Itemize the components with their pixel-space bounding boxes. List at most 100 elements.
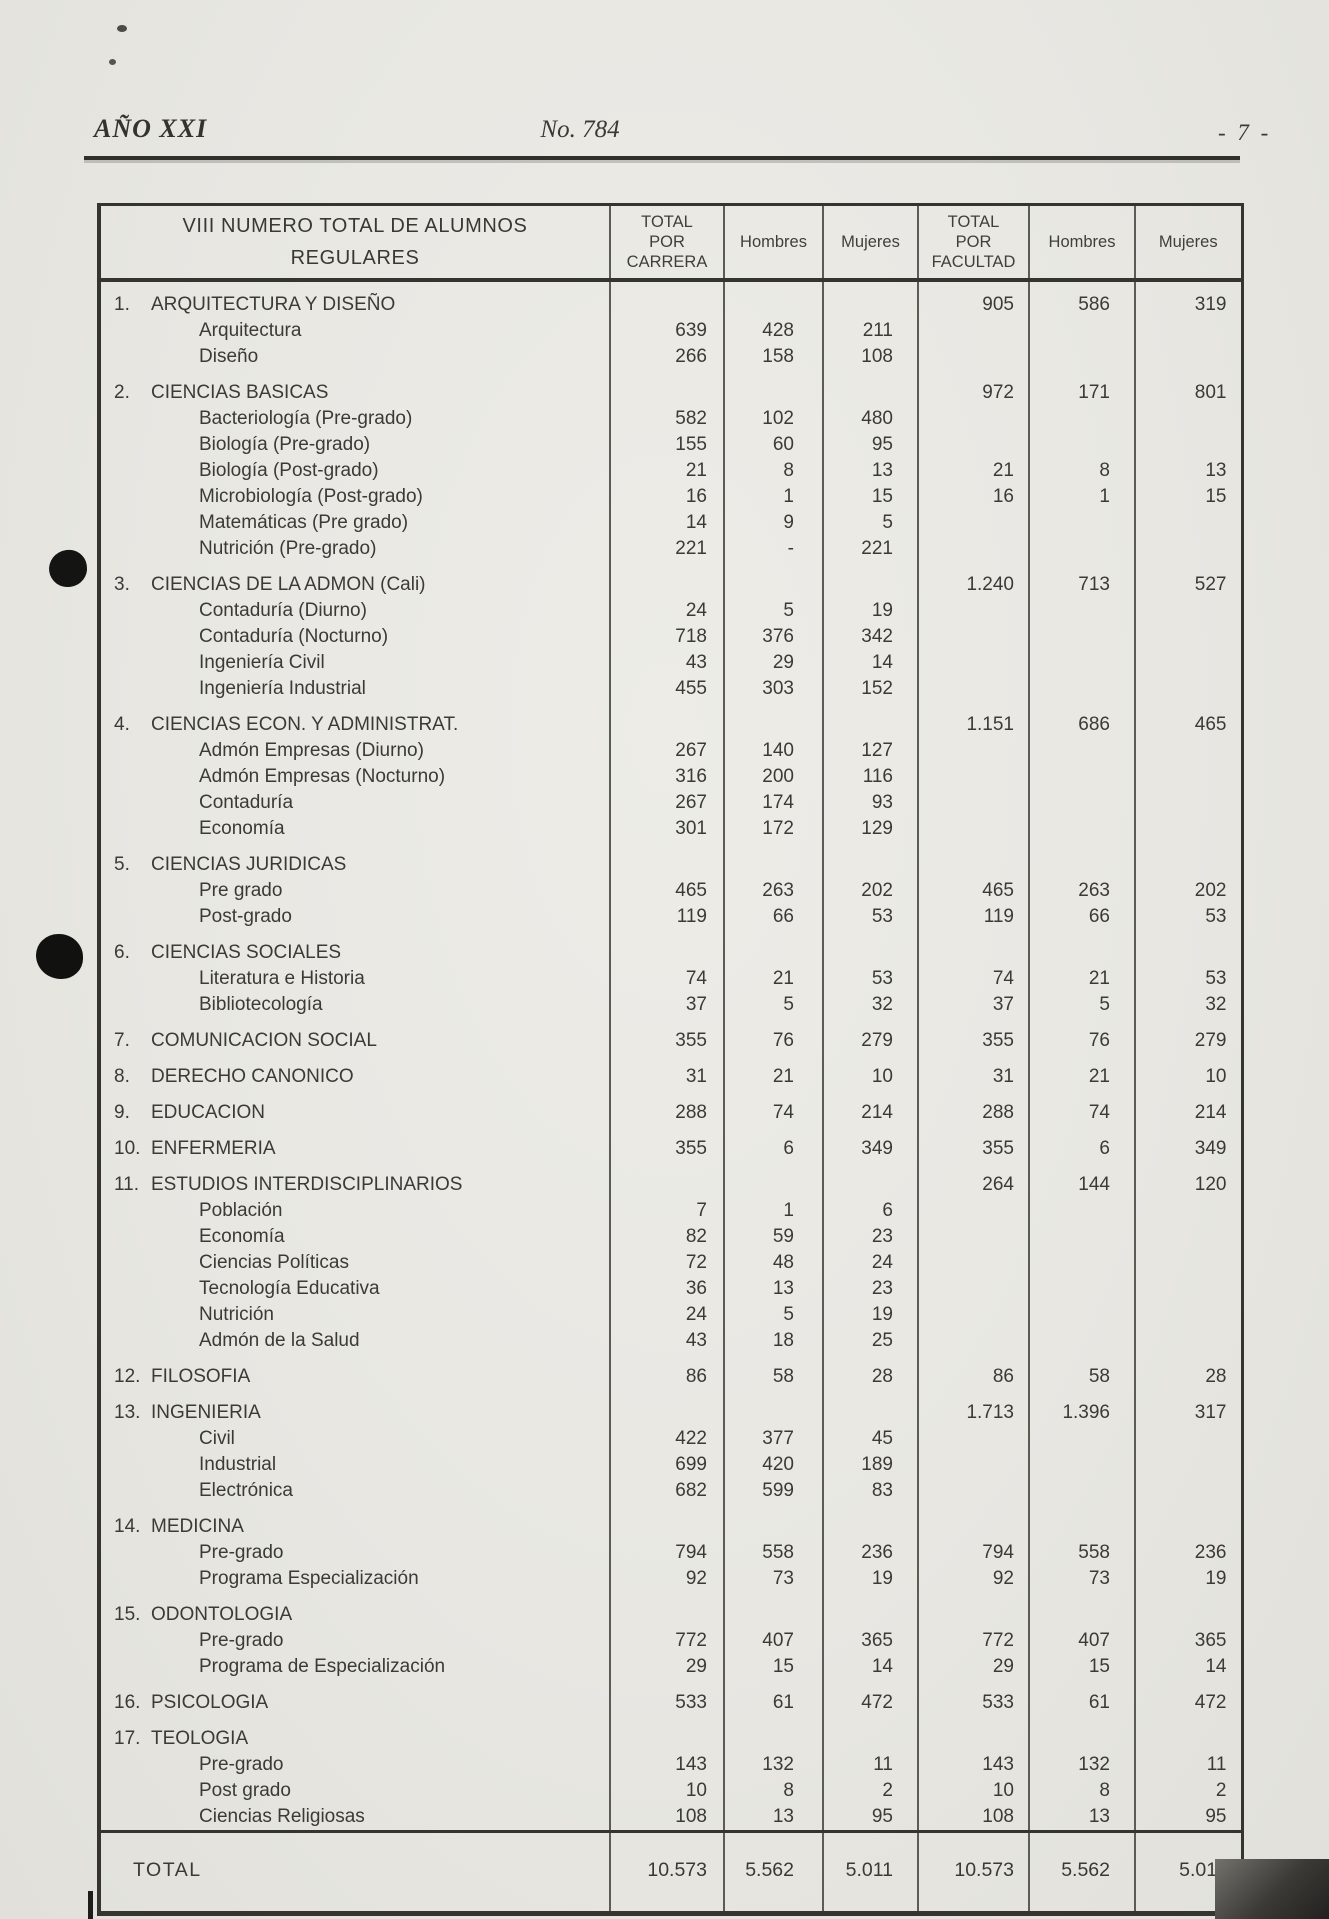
cell — [1029, 510, 1136, 536]
cell: 21 — [1029, 1054, 1136, 1090]
cell — [610, 1390, 725, 1426]
cell — [918, 816, 1030, 842]
cell: 214 — [1194, 1102, 1227, 1123]
section-title: 14. MEDICINA — [99, 1504, 611, 1540]
cell: 43 — [610, 650, 725, 676]
scan-speck — [117, 25, 127, 32]
section-title: 3. CIENCIAS DE LA ADMON (Cali) — [99, 562, 611, 598]
table-row: Electrónica 682 599 83 — [99, 1478, 1242, 1504]
cell — [1029, 598, 1136, 624]
cell — [724, 1592, 824, 1628]
cell — [724, 1716, 824, 1752]
cell: 144 — [1029, 1162, 1136, 1198]
cell — [1135, 1224, 1242, 1250]
table-row: Programa de Especialización 29 15 14 29 15 14 — [99, 1654, 1242, 1680]
cell — [610, 1716, 725, 1752]
table-row: Post grado 10 8 2 10 8 2 — [99, 1778, 1242, 1804]
cell — [918, 676, 1030, 702]
section-title: 15. ODONTOLOGIA — [99, 1592, 611, 1628]
cell: 8 — [724, 1778, 824, 1804]
section-row: 12. FILOSOFIA 86 58 28 86 58 28 — [99, 1354, 1242, 1390]
table-row: Biología (Pre-grado) 155 60 95 — [99, 432, 1242, 458]
cell — [724, 1504, 824, 1540]
cell: 73 — [724, 1566, 824, 1592]
cell: 303 — [724, 676, 824, 702]
cell: 74 — [610, 966, 725, 992]
cell — [918, 1716, 1030, 1752]
cell — [823, 702, 919, 738]
cell: 972 — [918, 370, 1030, 406]
cell: 10.573 — [918, 1830, 1030, 1914]
cell — [610, 702, 725, 738]
row-label: Tecnología Educativa — [99, 1276, 611, 1302]
cell — [1135, 1276, 1242, 1302]
cell: 14 — [823, 650, 919, 676]
cell: 14 — [1205, 1656, 1227, 1677]
cell: 95 — [823, 1804, 919, 1832]
row-label: Microbiología (Post-grado) — [99, 484, 611, 510]
cell — [724, 1390, 824, 1426]
cell — [918, 536, 1030, 562]
cell: 6 — [724, 1126, 824, 1162]
cell: 13 — [823, 458, 919, 484]
cell: 699 — [610, 1452, 725, 1478]
cell — [918, 764, 1030, 790]
row-label: Admón Empresas (Diurno) — [99, 738, 611, 764]
row-label: Bibliotecología — [99, 992, 611, 1018]
cell: 422 — [610, 1426, 725, 1452]
section-title: 5. CIENCIAS JURIDICAS — [99, 842, 611, 878]
cell — [918, 598, 1030, 624]
table-row: Programa Especialización 92 73 19 92 73 19 — [99, 1566, 1242, 1592]
cell — [823, 562, 919, 598]
section-title: 10. ENFERMERIA — [99, 1126, 611, 1162]
ink-blot — [46, 547, 90, 590]
cell: - — [724, 536, 824, 562]
row-label: Pre grado — [99, 878, 611, 904]
cell: 92 — [610, 1566, 725, 1592]
cell: 143 — [610, 1752, 725, 1778]
cell — [1029, 344, 1136, 370]
cell: 794 — [918, 1540, 1030, 1566]
row-label: Matemáticas (Pre grado) — [99, 510, 611, 536]
section-title: 8. DERECHO CANONICO — [99, 1054, 611, 1090]
cell: 202 — [1194, 880, 1227, 901]
cell: 140 — [724, 738, 824, 764]
section-title: 16. PSICOLOGIA — [99, 1680, 611, 1716]
section-title: 9. EDUCACION — [99, 1090, 611, 1126]
cell: 288 — [610, 1090, 725, 1126]
cell — [918, 1478, 1030, 1504]
section-title: 4. CIENCIAS ECON. Y ADMINISTRAT. — [99, 702, 611, 738]
col-header-hombres-carrera: Hombres — [724, 204, 824, 282]
cell: 1.713 — [918, 1390, 1030, 1426]
cell — [1029, 1452, 1136, 1478]
cell — [1135, 1504, 1242, 1540]
cell: 214 — [823, 1090, 919, 1126]
cell — [918, 1426, 1030, 1452]
section-row: 6. CIENCIAS SOCIALES — [99, 930, 1242, 966]
cell: 13 — [724, 1276, 824, 1302]
cell: 266 — [610, 344, 725, 370]
cell — [1029, 1426, 1136, 1452]
table-row: Bacteriología (Pre-grado) 582 102 480 — [99, 406, 1242, 432]
table-row: Admón de la Salud 43 18 25 — [99, 1328, 1242, 1354]
cell: 8 — [1029, 1778, 1136, 1804]
cell — [918, 842, 1030, 878]
cell: 15 — [823, 484, 919, 510]
cell — [724, 1162, 824, 1198]
cell: 25 — [823, 1328, 919, 1354]
cell: 349 — [1194, 1138, 1227, 1159]
section-title: 6. CIENCIAS SOCIALES — [99, 930, 611, 966]
cell: 92 — [918, 1566, 1030, 1592]
cell: 120 — [1194, 1174, 1227, 1195]
row-label: Biología (Pre-grado) — [99, 432, 611, 458]
year-label: AÑO XXI — [94, 114, 208, 143]
cell — [1135, 764, 1242, 790]
cell: 53 — [1205, 906, 1227, 927]
cell: 76 — [1029, 1018, 1136, 1054]
cell: 74 — [918, 966, 1030, 992]
row-label: Civil — [99, 1426, 611, 1452]
cell: 772 — [918, 1628, 1030, 1654]
cell: 28 — [1205, 1366, 1227, 1387]
cell — [1135, 536, 1242, 562]
cell — [610, 370, 725, 406]
